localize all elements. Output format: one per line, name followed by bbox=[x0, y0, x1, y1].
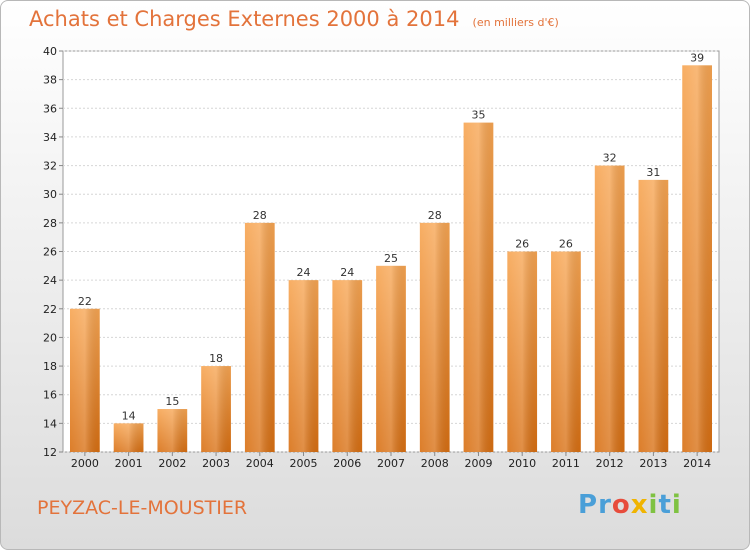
bar-highlight bbox=[288, 280, 319, 452]
bar-highlight bbox=[551, 251, 581, 452]
bar-value-label: 22 bbox=[78, 295, 92, 308]
x-tick-label: 2003 bbox=[202, 457, 230, 470]
x-tick-label: 2013 bbox=[639, 457, 667, 470]
bar-highlight bbox=[332, 280, 363, 452]
bar-highlight bbox=[638, 179, 669, 452]
bar-value-label: 39 bbox=[690, 51, 704, 64]
bar-value-label: 26 bbox=[515, 238, 529, 251]
chart-unit: (en milliers d'€) bbox=[472, 16, 559, 29]
bar-highlight bbox=[244, 222, 275, 452]
bar-value-label: 18 bbox=[209, 352, 223, 365]
y-tick-label: 14 bbox=[43, 417, 57, 430]
bar-highlight bbox=[419, 222, 450, 452]
logo-letter: P bbox=[578, 490, 599, 520]
x-tick-label: 2009 bbox=[464, 457, 492, 470]
y-tick-label: 18 bbox=[43, 360, 57, 373]
bar-value-label: 24 bbox=[297, 266, 311, 279]
bar-value-label: 14 bbox=[122, 409, 136, 422]
x-tick-label: 2012 bbox=[596, 457, 624, 470]
bar-value-label: 24 bbox=[340, 266, 354, 279]
x-tick-label: 2006 bbox=[333, 457, 361, 470]
bar-value-label: 25 bbox=[384, 252, 398, 265]
y-tick-label: 38 bbox=[43, 74, 57, 87]
x-tick-label: 2011 bbox=[552, 457, 580, 470]
y-tick-label: 24 bbox=[43, 274, 57, 287]
x-tick-label: 2014 bbox=[683, 457, 711, 470]
logo-letter: t bbox=[658, 490, 672, 520]
logo-letter: i bbox=[648, 490, 659, 520]
y-tick-label: 26 bbox=[43, 246, 57, 259]
bar-value-label: 15 bbox=[165, 395, 179, 408]
bar-highlight bbox=[463, 122, 494, 452]
x-tick-label: 2000 bbox=[71, 457, 99, 470]
y-tick-label: 28 bbox=[43, 217, 57, 230]
bar-value-label: 35 bbox=[471, 109, 485, 122]
logo-letter: i bbox=[671, 490, 682, 520]
y-tick-label: 16 bbox=[43, 389, 57, 402]
x-tick-label: 2008 bbox=[421, 457, 449, 470]
chart-title: Achats et Charges Externes 2000 à 2014 bbox=[29, 7, 460, 31]
chart-title-block: Achats et Charges Externes 2000 à 2014 (… bbox=[29, 7, 559, 31]
commune-name: PEYZAC-LE-MOUSTIER bbox=[37, 497, 248, 519]
bar-value-label: 28 bbox=[428, 209, 442, 222]
bar-highlight bbox=[682, 65, 713, 453]
bar-highlight bbox=[113, 423, 144, 452]
x-tick-label: 2005 bbox=[290, 457, 318, 470]
y-tick-label: 30 bbox=[43, 188, 57, 201]
y-tick-label: 40 bbox=[43, 45, 57, 58]
x-tick-label: 2002 bbox=[158, 457, 186, 470]
logo-letter: o bbox=[611, 490, 631, 520]
bar-value-label: 26 bbox=[559, 238, 573, 251]
bar-highlight bbox=[69, 308, 100, 452]
bar-value-label: 31 bbox=[646, 166, 660, 179]
bar-highlight bbox=[157, 409, 188, 452]
y-tick-label: 34 bbox=[43, 131, 57, 144]
logo-letter: r bbox=[598, 490, 612, 520]
y-tick-label: 20 bbox=[43, 331, 57, 344]
x-tick-label: 2001 bbox=[115, 457, 143, 470]
x-tick-label: 2010 bbox=[508, 457, 536, 470]
bar-highlight bbox=[201, 366, 231, 452]
x-tick-label: 2007 bbox=[377, 457, 405, 470]
x-tick-label: 2004 bbox=[246, 457, 274, 470]
y-tick-label: 32 bbox=[43, 160, 57, 173]
bar-highlight bbox=[376, 265, 406, 452]
proxiti-logo: Proxiti bbox=[578, 490, 682, 520]
logo-letter: x bbox=[630, 490, 649, 520]
y-tick-label: 12 bbox=[43, 446, 57, 459]
y-tick-label: 36 bbox=[43, 102, 57, 115]
y-tick-label: 22 bbox=[43, 303, 57, 316]
bar-highlight bbox=[594, 165, 625, 453]
bar-highlight bbox=[507, 251, 538, 452]
bar-value-label: 28 bbox=[253, 209, 267, 222]
bar-value-label: 32 bbox=[603, 152, 617, 165]
